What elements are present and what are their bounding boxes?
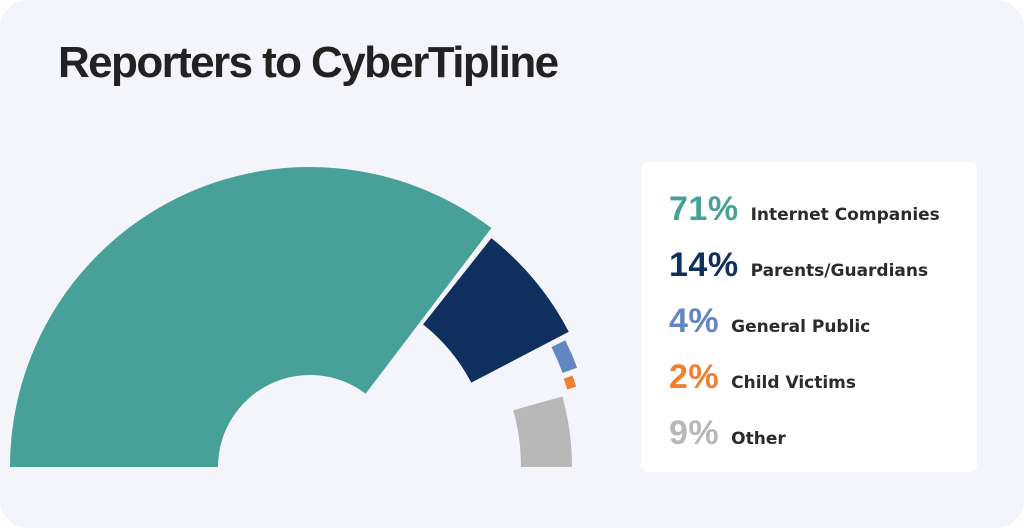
chart-title: Reporters to CyberTipline: [58, 38, 559, 87]
slice-general-public: [551, 340, 578, 374]
legend-percent: 14%: [669, 246, 739, 284]
slice-child-victims: [563, 375, 577, 390]
legend-item-child-victims: 2% Child Victims: [669, 358, 977, 414]
legend-percent: 9%: [669, 414, 720, 452]
legend-percent: 2%: [669, 358, 720, 396]
slice-internet-companies: [10, 166, 492, 467]
legend-item-internet-companies: 71% Internet Companies: [669, 190, 977, 246]
legend-item-general-public: 4% General Public: [669, 302, 977, 358]
legend-percent: 71%: [669, 190, 739, 228]
legend-label: Child Victims: [731, 373, 857, 393]
slice-other: [513, 396, 572, 467]
slice-parents-guardians: [423, 238, 569, 383]
legend: 71% Internet Companies 14% Parents/Guard…: [641, 162, 977, 472]
legend-item-parents-guardians: 14% Parents/Guardians: [669, 246, 977, 302]
legend-label: Internet Companies: [750, 205, 940, 225]
legend-percent: 4%: [669, 302, 720, 340]
legend-label: General Public: [731, 317, 871, 337]
legend-label: Parents/Guardians: [750, 261, 929, 281]
legend-item-other: 9% Other: [669, 414, 977, 470]
legend-label: Other: [731, 429, 786, 449]
